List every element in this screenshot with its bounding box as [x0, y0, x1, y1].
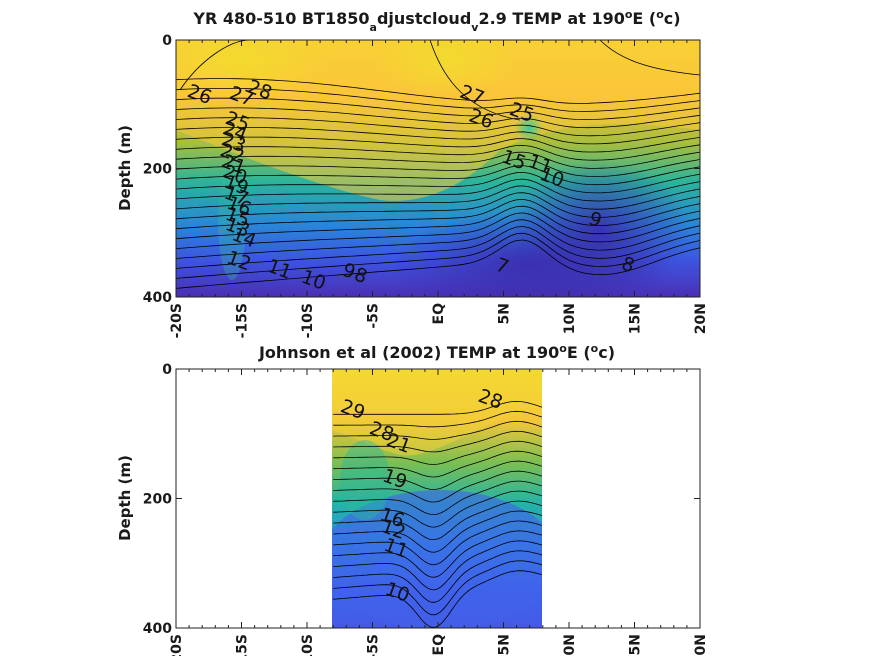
contour-line — [333, 550, 542, 603]
contour-line — [333, 490, 542, 528]
x-tick-label: 5N — [497, 303, 513, 324]
x-tick-label: 20N — [693, 634, 709, 656]
contour-line — [333, 560, 542, 616]
x-tick-label: 15N — [628, 303, 644, 334]
x-tick-label: 10N — [562, 634, 578, 656]
contour-line — [333, 450, 542, 478]
contour-line — [333, 520, 542, 566]
axes-1: -20S -15S -10S -5S EQ 5N 10N 15N 20N 0 200 400 — [143, 33, 709, 338]
x-tick-label: 15N — [628, 634, 644, 656]
contour-line — [176, 136, 700, 153]
contour-line — [176, 127, 700, 145]
contour-line — [333, 440, 542, 465]
contour-line — [176, 107, 700, 129]
contour-line — [333, 410, 542, 428]
x-tick-label: -10S — [300, 303, 316, 338]
contour-line — [176, 144, 700, 161]
chart-title-2: Johnson et al (2002) TEMP at 190oE (oc) — [258, 342, 615, 363]
contour-line — [179, 40, 251, 91]
contour-line — [176, 88, 700, 112]
contour-line — [176, 78, 700, 104]
x-tick-label: 5N — [497, 634, 513, 655]
contour-line — [429, 40, 521, 121]
contour-line — [176, 205, 700, 240]
chart-title-1: YR 480-510 BT1850adjustcloudv2.9 TEMP at… — [192, 8, 680, 34]
axes-2: -20S -15S -10S -5S EQ 5N 10N 15N 20N 0 200 400 — [143, 362, 709, 660]
contour-line — [333, 530, 542, 578]
contour-line — [333, 470, 542, 503]
x-tick-label: -5S — [366, 634, 382, 656]
contour-line — [176, 219, 700, 259]
contour-line — [176, 178, 700, 202]
contour-line — [176, 212, 700, 249]
contour-line — [333, 400, 542, 415]
contour-line — [176, 198, 700, 230]
contour-line — [333, 480, 542, 516]
contour-line — [176, 232, 700, 279]
x-tick-label: -20S — [169, 303, 185, 338]
y-axis-label-1: Depth (m) — [116, 125, 134, 211]
x-tick-label: -15S — [235, 634, 251, 656]
x-tick-label: -10S — [300, 634, 316, 656]
x-tick-label: -20S — [169, 634, 185, 656]
x-tick-label: -5S — [366, 303, 382, 329]
x-tick-label: EQ — [431, 303, 447, 325]
contour-fill-2 — [332, 369, 542, 628]
y-axis-label-2: Depth (m) — [116, 455, 134, 541]
contour-line — [333, 420, 542, 440]
x-tick-label: 10N — [562, 303, 578, 334]
contour-line — [176, 192, 700, 220]
contour-line — [176, 185, 700, 210]
y-tick-label: 200 — [143, 162, 172, 178]
contour-line — [333, 430, 542, 453]
y-tick-label: 200 — [143, 492, 172, 508]
contour-line — [176, 158, 700, 177]
contour-lines-1 — [176, 40, 700, 289]
x-tick-label: 20N — [693, 303, 709, 334]
contour-line — [333, 540, 542, 591]
y-tick-label: 0 — [162, 362, 172, 378]
contour-line — [176, 165, 700, 186]
contour-line — [176, 226, 700, 269]
contour-line — [176, 97, 700, 120]
x-tick-label: -15S — [235, 303, 251, 338]
y-tick-label: 400 — [143, 621, 172, 637]
contour-line — [176, 171, 700, 194]
contour-lines-2 — [333, 400, 542, 628]
contour-line — [333, 510, 542, 553]
contour-line — [333, 460, 542, 490]
y-tick-label: 0 — [162, 33, 172, 49]
contour-line — [333, 500, 542, 540]
contour-line — [176, 117, 700, 137]
x-tick-label: EQ — [431, 634, 447, 656]
contour-line — [176, 239, 700, 289]
contour-line — [176, 151, 700, 169]
contour-fill-1 — [176, 40, 700, 297]
contour-line — [599, 40, 700, 76]
y-tick-label: 400 — [143, 290, 172, 306]
